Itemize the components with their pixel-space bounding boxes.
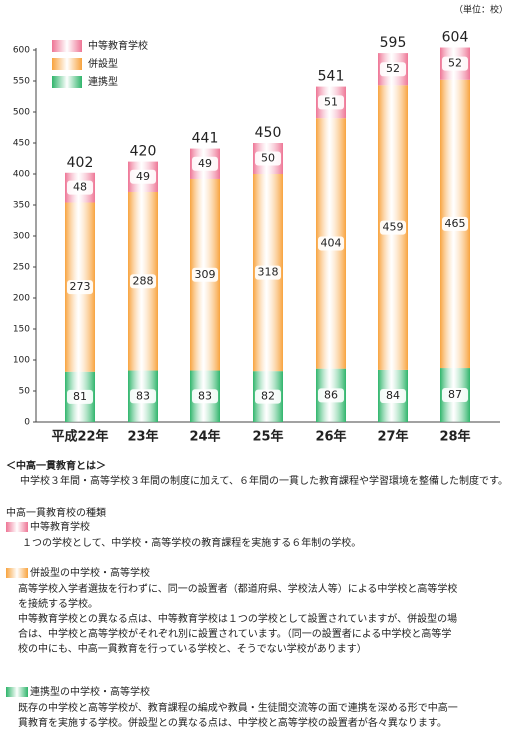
type-name: 併設型の中学校・高等学校 <box>30 566 150 579</box>
value-label: 83 <box>136 389 150 402</box>
type-text: を接続する学校。 <box>18 597 98 610</box>
types-heading: 中高一貫教育校の種類 <box>6 506 106 519</box>
value-label-bg <box>192 156 218 171</box>
type-text: 校の中にも、中高一貫教育を行っている学校と、そうでない学校があります） <box>18 642 367 655</box>
definition-text: 中学校３年間・高等学校３年間の制度に加えて、６年間の一貫した教育課程や学習環境を… <box>20 474 508 487</box>
value-label-bg <box>380 220 406 235</box>
value-label: 273 <box>70 280 91 293</box>
value-label-bg <box>192 389 218 404</box>
value-label: 459 <box>383 221 404 234</box>
value-label-bg <box>67 389 93 404</box>
value-label: 49 <box>198 157 212 170</box>
x-tick-label: 25年 <box>252 429 283 445</box>
value-label: 84 <box>386 389 400 402</box>
total-label: 604 <box>442 30 469 46</box>
type-text: １つの学校として、中学校・高等学校の教育課程を実施する６年制の学校。 <box>22 536 361 549</box>
value-label: 309 <box>195 268 216 281</box>
y-tick-label: 300 <box>13 232 30 242</box>
value-label-bg <box>255 151 281 166</box>
value-label-bg <box>318 95 344 110</box>
value-label-bg <box>130 389 156 404</box>
legend-label: 中等教育学校 <box>88 39 148 52</box>
value-label: 49 <box>136 170 150 183</box>
type-text: 高等学校入学者選抜を行わずに、同一の設置者（都道府県、学校法人等）による中学校と… <box>18 582 457 595</box>
legend-swatch <box>52 40 82 52</box>
type-text: 合は、中学校と高等学校がそれぞれ別に設置されています。（同一の設置者による中学校… <box>18 627 451 640</box>
value-label-bg <box>318 236 344 251</box>
value-label: 50 <box>261 152 275 165</box>
legend-swatch <box>52 76 82 88</box>
value-label: 52 <box>448 57 462 70</box>
y-tick-label: 100 <box>13 356 30 366</box>
value-label: 87 <box>448 388 462 401</box>
total-label: 402 <box>67 155 94 171</box>
type-swatch <box>6 568 28 578</box>
legend-label: 連携型 <box>88 75 118 88</box>
value-label: 86 <box>324 388 338 401</box>
y-tick-label: 600 <box>13 46 30 56</box>
x-tick-label: 平成22年 <box>51 429 108 445</box>
value-label-bg <box>380 62 406 77</box>
type-swatch <box>6 522 28 532</box>
y-tick-label: 250 <box>13 263 30 273</box>
total-label: 420 <box>130 144 157 160</box>
x-tick-label: 28年 <box>439 429 470 445</box>
y-tick-label: 550 <box>13 77 30 87</box>
value-label-bg <box>67 280 93 295</box>
y-tick-label: 450 <box>13 139 30 149</box>
value-label-bg <box>255 265 281 280</box>
value-label: 81 <box>73 390 87 403</box>
type-text: 中等教育学校との異なる点は、中等教育学校は１つの学校として設置されていますが、併… <box>18 612 457 625</box>
type-swatch <box>6 687 28 697</box>
y-tick-label: 150 <box>13 325 30 335</box>
value-label: 404 <box>321 236 342 249</box>
value-label-bg <box>255 389 281 404</box>
y-tick-label: 400 <box>13 170 30 180</box>
value-label-bg <box>192 267 218 282</box>
value-label: 465 <box>445 217 466 230</box>
total-label: 595 <box>380 35 407 51</box>
x-tick-label: 27年 <box>377 429 408 445</box>
y-tick-label: 200 <box>13 294 30 304</box>
y-tick-label: 0 <box>24 418 30 428</box>
value-label: 82 <box>261 390 275 403</box>
type-text: 既存の中学校と高等学校が、教育課程の編成や教員・生徒間交流等の面で連携を深める形… <box>18 701 458 714</box>
type-name: 中等教育学校 <box>30 520 90 533</box>
y-tick-label: 350 <box>13 201 30 211</box>
value-label-bg <box>442 388 468 403</box>
value-label-bg <box>67 180 93 195</box>
value-label: 83 <box>198 389 212 402</box>
value-label-bg <box>380 388 406 403</box>
y-tick-label: 500 <box>13 108 30 118</box>
definition-heading: ＜中高一貫教育とは＞ <box>6 459 106 472</box>
value-label-bg <box>130 274 156 289</box>
unit-label: （単位：校） <box>454 4 508 16</box>
value-label: 288 <box>133 274 154 287</box>
total-label: 441 <box>192 131 219 147</box>
value-label-bg <box>442 216 468 231</box>
x-tick-label: 26年 <box>315 429 346 445</box>
type-text: 貫教育を実施する学校。併設型との異なる点は、中学校と高等学校の設置者が各々異なり… <box>18 716 447 729</box>
x-tick-label: 23年 <box>127 429 158 445</box>
legend-label: 併設型 <box>88 57 118 70</box>
total-label: 541 <box>318 69 345 85</box>
type-name: 連携型の中学校・高等学校 <box>30 685 150 698</box>
value-label-bg <box>442 56 468 71</box>
value-label: 318 <box>258 266 279 279</box>
legend-swatch <box>52 58 82 70</box>
value-label-bg <box>130 169 156 184</box>
value-label: 51 <box>324 95 338 108</box>
value-label-bg <box>318 388 344 403</box>
total-label: 450 <box>255 125 282 141</box>
y-tick-label: 50 <box>19 387 31 397</box>
value-label: 52 <box>386 62 400 75</box>
x-tick-label: 24年 <box>189 429 220 445</box>
value-label: 48 <box>73 181 87 194</box>
